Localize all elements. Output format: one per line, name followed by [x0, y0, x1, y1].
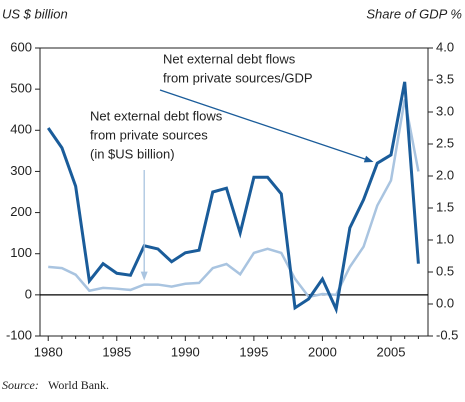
y-tick-label: 600: [10, 39, 32, 54]
source-label: Source:: [2, 378, 39, 392]
data-line: [48, 99, 420, 299]
y-tick-label: 500: [10, 81, 32, 96]
annotation: from private sources: [90, 127, 208, 142]
y2-tick-label: 2.0: [436, 167, 454, 182]
source-text: World Bank.: [48, 378, 109, 392]
y-tick-label: 200: [10, 204, 32, 219]
y2-tick-label: 3.5: [436, 71, 454, 86]
annotation: Net external debt flows: [163, 51, 296, 66]
annotation-arrow: [159, 89, 372, 162]
x-tick-label: 1985: [102, 344, 131, 359]
annotation: Net external debt flows: [90, 108, 223, 123]
y-tick-label: 0: [25, 286, 32, 301]
y-tick-label: -100: [6, 327, 32, 342]
plot-frame: [39, 47, 429, 337]
y-axis-title: US $ billion: [2, 6, 68, 21]
y-tick-label: 400: [10, 122, 32, 137]
x-tick-label: 2000: [308, 344, 337, 359]
y2-tick-label: 1.0: [436, 231, 454, 246]
x-tick-label: 1995: [239, 344, 268, 359]
y2-tick-label: 0.5: [436, 263, 454, 278]
y2-tick-label: 4.0: [436, 39, 454, 54]
y2-tick-label: -0.5: [436, 327, 458, 342]
y-tick-label: 100: [10, 245, 32, 260]
arrow-head: [363, 155, 374, 163]
data-line: [46, 81, 420, 315]
y-tick-label: 300: [10, 163, 32, 178]
x-tick-label: 2005: [377, 344, 406, 359]
y2-tick-label: 0.0: [436, 295, 454, 310]
x-tick-label: 1990: [171, 344, 200, 359]
y2-tick-label: 2.5: [436, 135, 454, 150]
annotation: from private sources/GDP: [163, 70, 313, 85]
annotation: (in $US billion): [90, 146, 175, 161]
y2-axis-title: Share of GDP %: [366, 6, 462, 21]
y2-tick-label: 3.0: [436, 103, 454, 118]
arrow-head: [140, 271, 148, 281]
x-tick-label: 1980: [34, 344, 63, 359]
y2-tick-label: 1.5: [436, 199, 454, 214]
